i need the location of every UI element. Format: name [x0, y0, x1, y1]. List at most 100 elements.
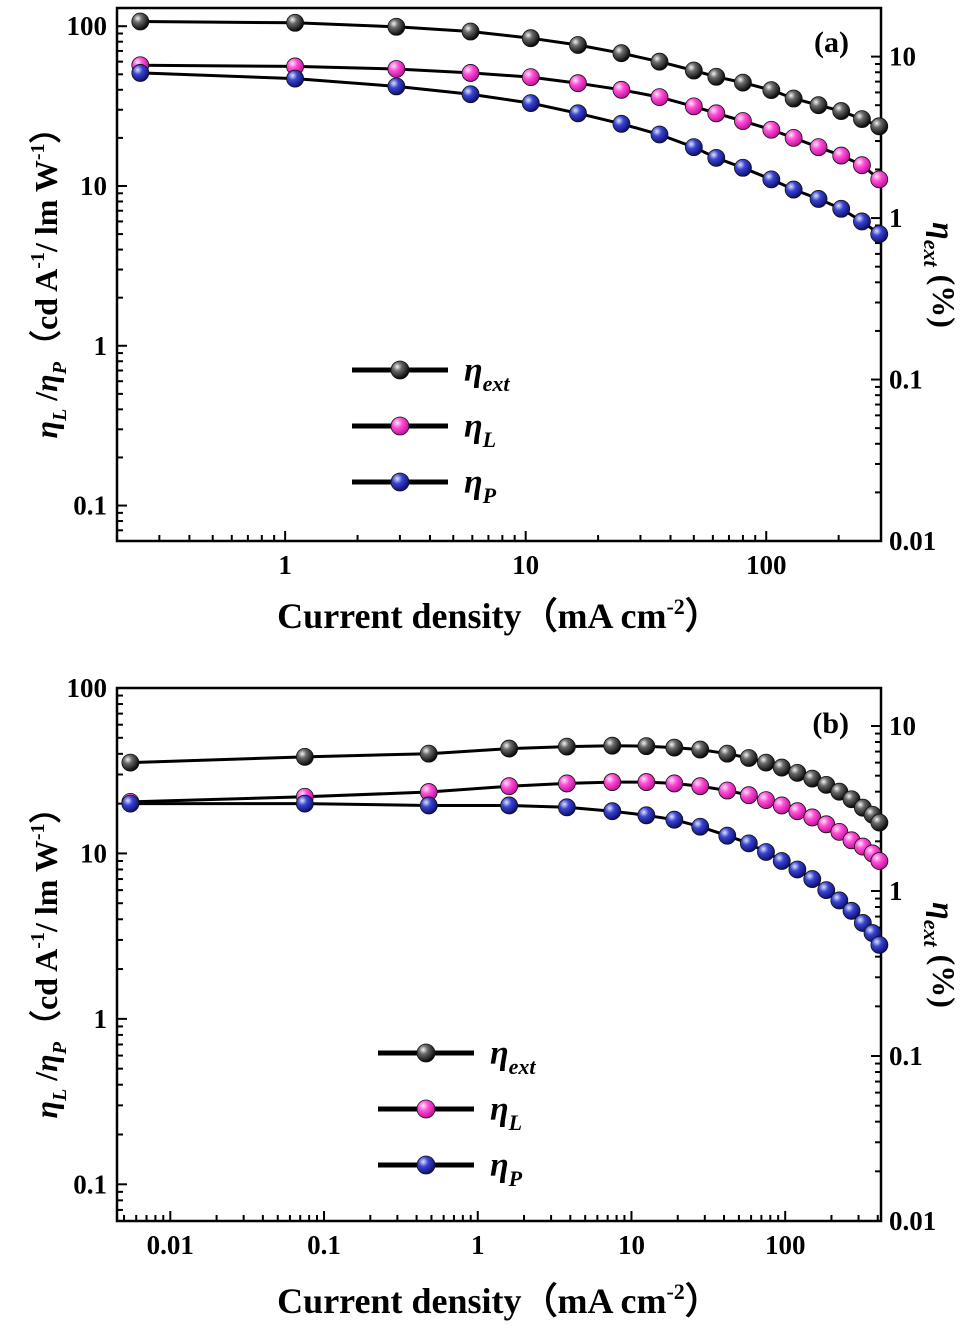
y-right-tick-label: 0.01: [889, 526, 936, 556]
plot-frame: [115, 686, 883, 1223]
y-right-axis-label: ηext (%): [919, 902, 962, 1008]
legend-marker-eta_ext: [390, 360, 410, 380]
data-point-eta_ext: [870, 117, 889, 136]
data-point-eta_L: [788, 802, 807, 821]
chart-panel-b: 0.01 0.1 1 10 100 0.1 1 10 100 0.01 0.1 1 10 ηext ηL ηP…: [27, 673, 962, 1321]
y-left-tick-label: 100: [67, 11, 108, 41]
data-point-eta_L: [521, 68, 540, 87]
data-point-eta_P: [500, 796, 519, 815]
data-point-eta_P: [286, 69, 304, 88]
data-point-eta_L: [757, 791, 775, 810]
y-left-tick-label: 0.1: [73, 1169, 107, 1199]
data-point-eta_ext: [387, 17, 406, 36]
data-point-eta_P: [718, 826, 737, 845]
data-point-eta_L: [650, 88, 669, 107]
y-right-tick-label: 10: [889, 711, 916, 741]
data-point-eta_P: [788, 860, 807, 879]
legend-marker-eta_P: [416, 1155, 436, 1175]
data-point-eta_L: [739, 786, 758, 805]
data-point-eta_L: [684, 97, 703, 116]
x-tick-label: 0.1: [307, 1230, 341, 1260]
y-left-axis-label: ηL /ηP（cd A-1/ lm W-1）: [27, 111, 71, 438]
data-point-eta_P: [784, 180, 803, 199]
data-point-eta_ext: [665, 738, 684, 757]
data-point-eta_L: [691, 777, 710, 796]
data-point-eta_ext: [870, 813, 889, 832]
data-point-eta_L: [557, 774, 576, 793]
data-point-eta_P: [419, 796, 438, 815]
y-left-tick-label: 100: [67, 673, 108, 703]
data-point-eta_P: [830, 891, 849, 910]
chart-panel-a: 1 10 100 0.1 1 10 100 0.01 0.1 1 10 ηext ηL ηP (a) Curr…: [27, 6, 962, 636]
data-point-eta_ext: [637, 737, 656, 756]
data-point-eta_ext: [788, 763, 807, 782]
x-axis-label: Current density（mA cm-2）: [277, 1279, 721, 1321]
data-point-eta_P: [809, 190, 828, 208]
data-point-eta_ext: [739, 749, 758, 767]
data-point-eta_P: [870, 225, 889, 243]
data-point-eta_L: [461, 64, 480, 82]
data-point-eta_L: [612, 80, 631, 99]
data-point-eta_ext: [784, 89, 803, 108]
legend-label-eta_P: ηP: [464, 464, 497, 508]
data-point-eta_L: [569, 74, 587, 93]
data-point-eta_ext: [650, 52, 669, 71]
data-point-eta_ext: [757, 753, 775, 772]
data-point-eta_ext: [691, 740, 710, 759]
data-point-eta_ext: [121, 753, 140, 772]
data-point-eta_ext: [684, 61, 703, 80]
legend-marker-eta_L: [416, 1099, 436, 1119]
data-point-eta_L: [707, 104, 726, 123]
legend-marker-eta_P: [390, 472, 410, 492]
data-point-eta_ext: [718, 744, 737, 763]
y-left-tick-label: 1: [94, 331, 108, 361]
legend-marker-eta_L: [390, 416, 410, 436]
data-point-eta_P: [757, 843, 775, 861]
y-right-tick-label: 10: [889, 42, 916, 72]
series-line-eta_P: [130, 802, 881, 946]
x-tick-label: 100: [765, 1230, 806, 1260]
x-tick-label: 1: [278, 550, 292, 580]
y-left-tick-label: 1: [94, 1004, 108, 1034]
data-point-eta_L: [853, 156, 871, 175]
data-point-eta_L: [784, 128, 803, 147]
legend-label-eta_ext: ηext: [464, 352, 510, 396]
data-point-eta_L: [603, 773, 622, 791]
data-point-eta_ext: [500, 739, 519, 758]
data-point-eta_L: [772, 796, 791, 815]
data-point-eta_P: [853, 212, 871, 231]
data-point-eta_ext: [853, 110, 871, 129]
data-point-eta_P: [684, 138, 703, 157]
data-point-eta_ext: [832, 102, 851, 120]
y-right-tick-label: 0.1: [889, 365, 923, 395]
data-point-eta_ext: [295, 747, 314, 766]
y-right-tick-label: 1: [889, 876, 903, 906]
x-tick-label: 100: [746, 550, 787, 580]
data-point-eta_P: [762, 170, 781, 189]
y-left-tick-label: 10: [80, 171, 107, 201]
panel-label: (a): [814, 26, 849, 59]
data-point-eta_L: [734, 112, 752, 130]
data-point-eta_P: [665, 810, 684, 829]
data-point-eta_P: [557, 798, 576, 817]
x-tick-label: 10: [512, 550, 539, 580]
data-point-eta_P: [691, 817, 710, 836]
data-point-eta_ext: [734, 73, 752, 92]
data-point-eta_ext: [603, 736, 622, 755]
data-point-eta_P: [870, 935, 889, 954]
data-point-eta_L: [832, 146, 851, 165]
series-line-eta_ext: [140, 20, 880, 128]
data-point-eta_P: [461, 85, 480, 104]
data-point-eta_ext: [707, 67, 726, 86]
data-point-eta_P: [612, 114, 631, 133]
data-point-eta_L: [809, 138, 828, 157]
data-point-eta_P: [803, 870, 822, 888]
data-point-eta_ext: [612, 44, 631, 63]
data-point-eta_P: [131, 64, 150, 82]
legend-label-eta_P: ηP: [490, 1147, 523, 1191]
data-point-eta_P: [734, 158, 752, 177]
data-point-eta_ext: [521, 29, 540, 48]
legend-label-eta_L: ηL: [490, 1091, 522, 1135]
x-axis-label: Current density（mA cm-2）: [277, 594, 721, 636]
